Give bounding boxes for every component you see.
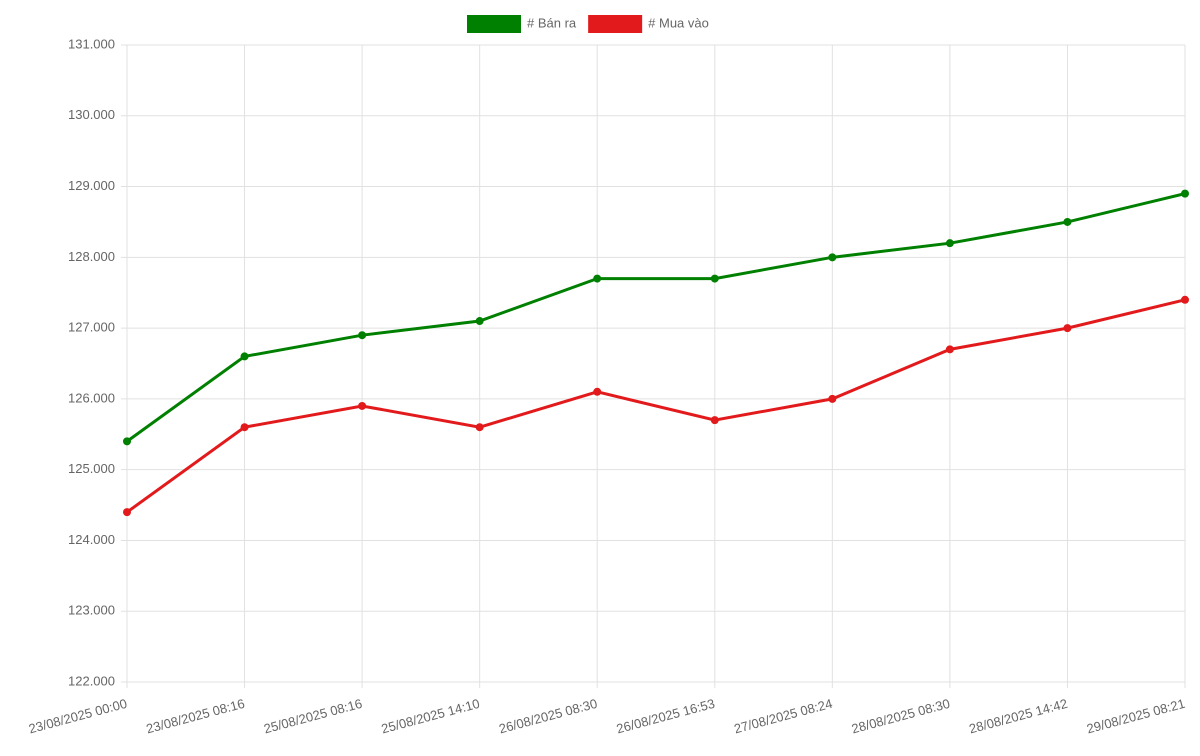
data-point xyxy=(240,352,249,361)
data-point xyxy=(593,387,602,396)
x-tick-label: 28/08/2025 14:42 xyxy=(967,696,1069,737)
data-point xyxy=(123,437,131,446)
data-point xyxy=(123,508,131,517)
legend-label: # Bán ra xyxy=(527,15,577,30)
data-point xyxy=(240,423,249,432)
y-tick-label: 127.000 xyxy=(68,320,115,335)
x-tick-label: 25/08/2025 14:10 xyxy=(380,696,482,737)
y-tick-label: 131.000 xyxy=(68,36,115,51)
legend: # Bán ra # Mua vào xyxy=(467,15,709,33)
data-point xyxy=(475,423,484,432)
y-tick-label: 124.000 xyxy=(68,532,115,547)
legend-swatch xyxy=(467,15,521,33)
data-point xyxy=(828,253,837,262)
y-tick-label: 126.000 xyxy=(68,390,115,405)
data-point xyxy=(358,331,367,340)
data-point xyxy=(945,345,954,354)
data-point xyxy=(475,317,484,326)
y-tick-label: 125.000 xyxy=(68,461,115,476)
data-point xyxy=(1181,189,1189,198)
y-tick-label: 122.000 xyxy=(68,673,115,688)
x-tick-label: 23/08/2025 00:00 xyxy=(27,696,129,737)
x-tick-label: 23/08/2025 08:16 xyxy=(145,696,247,737)
data-point xyxy=(710,274,719,283)
y-tick-label: 123.000 xyxy=(68,603,115,618)
y-tick-label: 129.000 xyxy=(68,178,115,193)
data-point xyxy=(1181,295,1189,304)
x-tick-label: 25/08/2025 08:16 xyxy=(262,696,364,737)
data-point xyxy=(358,401,367,410)
x-tick-label: 27/08/2025 08:24 xyxy=(732,696,834,737)
data-point xyxy=(828,394,837,403)
x-tick-label: 26/08/2025 08:30 xyxy=(497,696,599,737)
series-line xyxy=(126,298,1186,514)
y-tick-label: 130.000 xyxy=(68,107,115,122)
x-tick-label: 29/08/2025 08:21 xyxy=(1085,696,1187,737)
data-point xyxy=(593,274,602,283)
data-point xyxy=(945,239,954,248)
x-tick-label: 26/08/2025 16:53 xyxy=(615,696,717,737)
legend-label: # Mua vào xyxy=(648,15,709,30)
data-point xyxy=(1063,324,1072,333)
data-point xyxy=(710,416,719,425)
legend-swatch xyxy=(588,15,643,33)
series-line xyxy=(126,192,1186,443)
y-tick-label: 128.000 xyxy=(68,249,115,264)
x-tick-label: 28/08/2025 08:30 xyxy=(850,696,952,737)
data-point xyxy=(1063,217,1072,226)
